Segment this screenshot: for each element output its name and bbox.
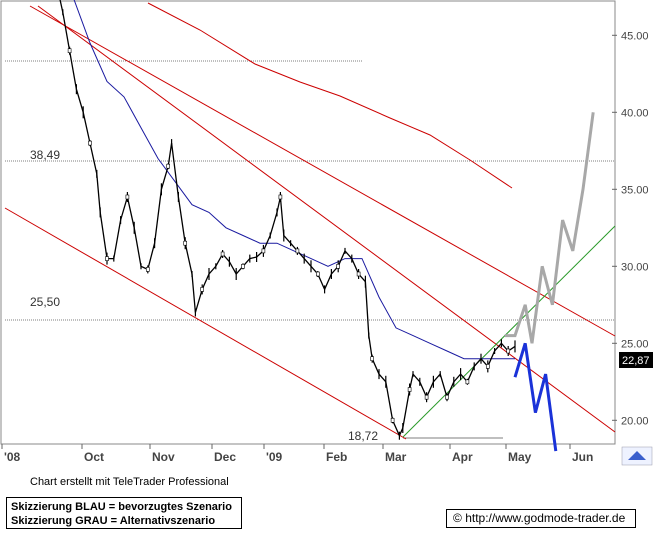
candle-body	[506, 348, 511, 354]
candle-body	[125, 194, 130, 200]
legend-line-grey: Skizzierung GRAU = Alternativszenario	[11, 515, 216, 527]
candle-body	[88, 140, 92, 146]
x-tick-label: Nov	[152, 450, 175, 464]
x-tick-label: Oct	[84, 450, 104, 464]
candle-body	[465, 379, 470, 385]
plot-area	[0, 0, 616, 445]
candle-body	[67, 48, 72, 54]
candle-body	[336, 263, 341, 269]
legend-line-blue: Skizzierung BLAU = bevorzugtes Szenario	[11, 501, 232, 513]
horizontal-level-lines	[5, 60, 614, 439]
candle-body	[183, 240, 187, 246]
candle-body	[295, 248, 300, 254]
level-label-18-72: 18,72	[348, 429, 378, 443]
candles	[62, 9, 516, 440]
level-label-25-50: 25,50	[30, 295, 60, 309]
level-label-38-49: 38,49	[30, 148, 60, 162]
last-price-label: 22,87	[622, 355, 650, 367]
x-axis: '08 Oct Nov Dec '09 Feb Mar Apr May Jun	[1, 444, 593, 464]
candle-body	[315, 271, 320, 277]
x-tick-label: May	[508, 450, 532, 464]
grey-scenario-line	[504, 112, 595, 344]
x-tick-label: Dec	[214, 450, 236, 464]
x-tick-label: '08	[4, 450, 21, 464]
candle-body	[370, 356, 375, 362]
y-tick-label: 35.00	[621, 184, 649, 196]
last-price-marker: 22,87	[619, 352, 653, 368]
x-tick-label: Mar	[385, 450, 407, 464]
red-trendline-lower	[4, 207, 407, 440]
moving-average-line	[73, 0, 515, 360]
candle-body	[220, 251, 225, 257]
price-series	[59, 0, 595, 452]
y-tick-label: 20.00	[621, 415, 649, 427]
candle-body	[407, 387, 412, 392]
x-tick-label: '09	[266, 450, 283, 464]
price-line	[59, 0, 516, 438]
green-support-line	[402, 225, 616, 438]
last-price-box	[619, 352, 653, 368]
level-labels: 38,49 25,50 18,72	[30, 148, 378, 443]
red-trendline-upper	[29, 5, 616, 337]
candle-body	[445, 394, 449, 400]
chart-credit: Chart erstellt mit TeleTrader Profession…	[30, 476, 229, 488]
nav-arrow-icon[interactable]	[621, 446, 653, 466]
source-url-box[interactable]: © http://www.godmode-trader.de	[446, 509, 636, 528]
candle-body	[200, 287, 204, 292]
blue-scenario-line	[513, 342, 558, 452]
y-tick-label: 30.00	[621, 261, 649, 273]
candle-body	[390, 417, 395, 423]
price-chart: 38,49 25,50 18,72 20.00 25.00 30.00 35.00 40…	[0, 0, 653, 466]
red-ma-curve	[147, 2, 513, 189]
copyright-icon: ©	[453, 511, 462, 525]
y-tick-label: 40.00	[621, 107, 649, 119]
y-tick-label: 45.00	[621, 30, 649, 42]
scenario-legend: Skizzierung BLAU = bevorzugtes Szenario …	[6, 497, 242, 529]
y-tick-label: 25.00	[621, 338, 649, 350]
source-url[interactable]: http://www.godmode-trader.de	[465, 511, 626, 525]
candle-body	[261, 248, 266, 254]
candle-body	[241, 263, 245, 269]
x-tick-label: Jun	[572, 450, 593, 464]
x-tick-label: Apr	[452, 450, 473, 464]
candle-body	[485, 364, 490, 369]
candle-body	[146, 267, 150, 272]
candle-body	[105, 256, 109, 261]
candle-body	[166, 163, 170, 169]
candle-body	[278, 194, 283, 200]
candle-body	[356, 271, 361, 277]
x-tick-label: Feb	[326, 450, 347, 464]
candle-body	[424, 394, 429, 400]
